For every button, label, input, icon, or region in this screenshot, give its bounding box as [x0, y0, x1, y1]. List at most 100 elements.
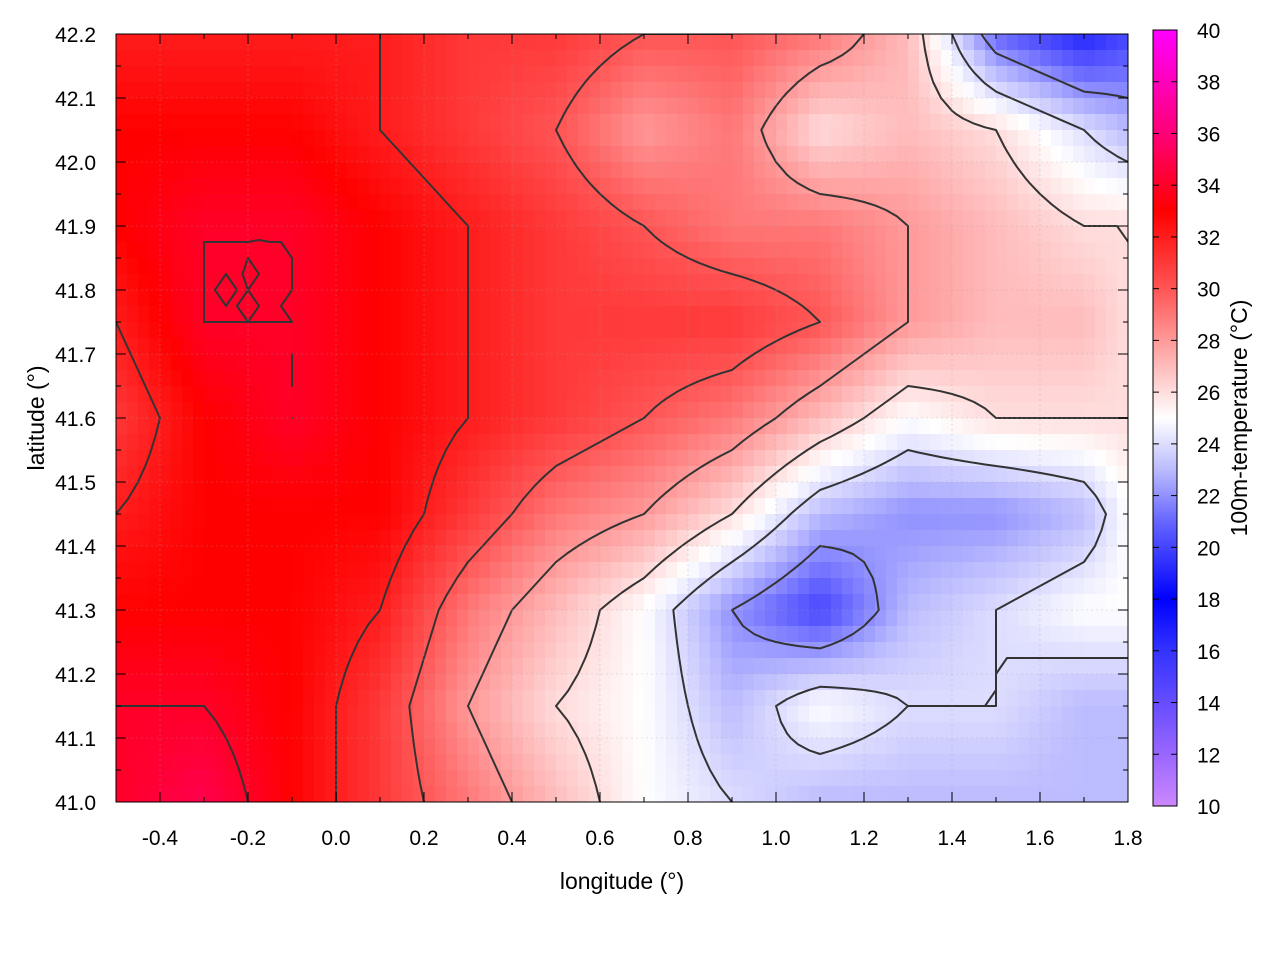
heatmap-cell: [875, 242, 887, 259]
heatmap-cell: [578, 690, 590, 707]
heatmap-cell: [336, 386, 348, 403]
heatmap-cell: [589, 786, 601, 802]
heatmap-cell: [732, 290, 744, 307]
heatmap-cell: [776, 642, 788, 659]
heatmap-cell: [864, 386, 876, 403]
heatmap-cell: [1007, 466, 1019, 483]
heatmap-cell: [743, 402, 755, 419]
heatmap-cell: [798, 50, 810, 67]
heatmap-cell: [743, 114, 755, 131]
heatmap-cell: [259, 386, 271, 403]
heatmap-cell: [1040, 562, 1052, 579]
heatmap-cell: [127, 162, 139, 179]
heatmap-cell: [952, 386, 964, 403]
heatmap-cell: [996, 322, 1008, 339]
heatmap-cell: [523, 66, 535, 83]
heatmap-cell: [666, 146, 678, 163]
heatmap-cell: [732, 194, 744, 211]
heatmap-cell: [941, 562, 953, 579]
heatmap-cell: [402, 770, 414, 787]
heatmap-cell: [512, 754, 524, 771]
heatmap-cell: [842, 258, 854, 275]
heatmap-cell: [1073, 610, 1085, 627]
heatmap-cell: [930, 178, 942, 195]
heatmap-cell: [545, 482, 557, 499]
heatmap-cell: [842, 274, 854, 291]
heatmap-cell: [1084, 98, 1096, 115]
heatmap-cell: [985, 722, 997, 739]
heatmap-cell: [644, 706, 656, 723]
heatmap-cell: [1106, 274, 1118, 291]
heatmap-cell: [336, 562, 348, 579]
heatmap-cell: [600, 242, 612, 259]
heatmap-cell: [578, 658, 590, 675]
contour-line-30: [408, 34, 821, 802]
heatmap-cell: [369, 594, 381, 611]
heatmap-cell: [952, 706, 964, 723]
heatmap-cell: [457, 226, 469, 243]
heatmap-cell: [578, 354, 590, 371]
heatmap-cell: [281, 322, 293, 339]
heatmap-cell: [600, 594, 612, 611]
heatmap-cell: [369, 674, 381, 691]
heatmap-cell: [611, 674, 623, 691]
heatmap-cell: [314, 722, 326, 739]
heatmap-cell: [996, 98, 1008, 115]
heatmap-cell: [193, 290, 205, 307]
heatmap-cell: [710, 530, 722, 547]
heatmap-cell: [391, 114, 403, 131]
heatmap-cell: [589, 418, 601, 435]
heatmap-cell: [116, 194, 128, 211]
heatmap-cell: [369, 722, 381, 739]
heatmap-cell: [930, 434, 942, 451]
heatmap-cell: [259, 610, 271, 627]
heatmap-cell: [138, 610, 150, 627]
heatmap-cell: [1073, 786, 1085, 802]
heatmap-cell: [754, 370, 766, 387]
heatmap-cell: [325, 114, 337, 131]
heatmap-cell: [446, 434, 458, 451]
heatmap-cell: [787, 386, 799, 403]
x-tick-label: 1.6: [1025, 827, 1054, 850]
heatmap-cell: [149, 482, 161, 499]
heatmap-cell: [820, 578, 832, 595]
heatmap-cell: [743, 642, 755, 659]
heatmap-cell: [468, 642, 480, 659]
heatmap-cell: [1029, 274, 1041, 291]
heatmap-cell: [919, 530, 931, 547]
heatmap-cell: [358, 130, 370, 147]
heatmap-cell: [512, 306, 524, 323]
heatmap-cell: [1018, 562, 1030, 579]
heatmap-cell: [578, 738, 590, 755]
heatmap-cell: [336, 754, 348, 771]
heatmap-cell: [864, 114, 876, 131]
heatmap-cell: [820, 466, 832, 483]
heatmap-cell: [237, 98, 249, 115]
heatmap-cell: [292, 194, 304, 211]
heatmap-cell: [908, 738, 920, 755]
heatmap-cell: [941, 258, 953, 275]
heatmap-cell: [226, 626, 238, 643]
heatmap-cell: [369, 98, 381, 115]
heatmap-cell: [1062, 610, 1074, 627]
heatmap-cell: [787, 418, 799, 435]
heatmap-cell: [622, 514, 634, 531]
heatmap-cell: [512, 322, 524, 339]
axis-ticks: [115, 33, 1129, 803]
heatmap-cell: [303, 482, 315, 499]
heatmap-cell: [1051, 770, 1063, 787]
heatmap-cell: [1106, 114, 1118, 131]
heatmap-cell: [710, 338, 722, 355]
heatmap-cell: [864, 226, 876, 243]
heatmap-cell: [182, 386, 194, 403]
heatmap-cell: [853, 610, 865, 627]
heatmap-cell: [699, 290, 711, 307]
heatmap-cell: [413, 290, 425, 307]
heatmap-cell: [292, 658, 304, 675]
heatmap-cell: [248, 418, 260, 435]
heatmap-cell: [743, 658, 755, 675]
heatmap-cell: [270, 82, 282, 99]
heatmap-cell: [446, 162, 458, 179]
heatmap-cell: [633, 690, 645, 707]
heatmap-cell: [666, 98, 678, 115]
